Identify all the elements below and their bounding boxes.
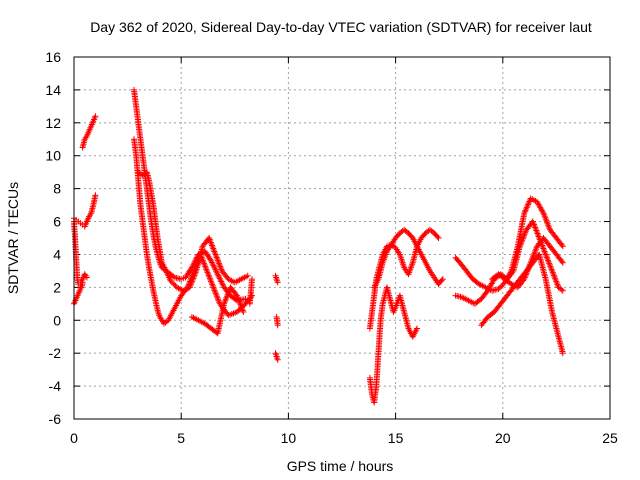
data-markers xyxy=(71,86,566,406)
x-tick-label: 5 xyxy=(177,430,185,446)
x-tick-label: 10 xyxy=(281,430,297,446)
data-series-arc-16 xyxy=(371,226,446,291)
y-tick-label: 14 xyxy=(45,82,61,98)
x-tick-label: 25 xyxy=(602,430,618,446)
data-series-arc-13 xyxy=(272,350,281,363)
y-tick-label: -6 xyxy=(49,411,62,427)
data-series-arc-11 xyxy=(272,272,281,286)
data-series-arc-04 xyxy=(79,113,99,151)
y-tick-label: 2 xyxy=(53,279,61,295)
data-series-arc-20 xyxy=(489,235,566,291)
data-series-arc-03 xyxy=(71,192,99,230)
plot-frame xyxy=(73,56,611,420)
y-tick-label: -2 xyxy=(49,345,62,361)
axis-tick-labels: 0 5 10 15 20 25 -6 -4 -2 0 2 4 6 8 10 12 14 16 xyxy=(45,49,618,446)
data-series-arc-12 xyxy=(273,314,281,329)
x-axis-label: GPS time / hours xyxy=(287,458,394,474)
y-tick-label: 16 xyxy=(45,49,61,65)
data-series-arc-18 xyxy=(452,218,566,307)
chart-title: Day 362 of 2020, Sidereal Day-to-day VTE… xyxy=(90,19,592,35)
x-tick-label: 15 xyxy=(388,430,404,446)
y-axis-label: SDTVAR / TECUs xyxy=(5,182,21,294)
y-tick-label: 12 xyxy=(45,115,61,131)
y-tick-label: 8 xyxy=(53,181,61,197)
data-series-arc-09 xyxy=(188,284,247,337)
y-tick-label: 0 xyxy=(53,312,61,328)
data-series-arc-05 xyxy=(79,271,90,283)
data-series-arc-19 xyxy=(478,251,566,357)
data-series-arc-08 xyxy=(135,169,251,294)
y-tick-label: 4 xyxy=(53,246,61,262)
x-tick-label: 0 xyxy=(70,430,78,446)
y-tick-label: 10 xyxy=(45,148,61,164)
y-tick-label: 6 xyxy=(53,214,61,230)
data-series-arc-10 xyxy=(246,276,255,307)
data-series-arc-14 xyxy=(366,284,420,406)
y-tick-label: -4 xyxy=(49,378,62,394)
x-tick-label: 20 xyxy=(495,430,511,446)
